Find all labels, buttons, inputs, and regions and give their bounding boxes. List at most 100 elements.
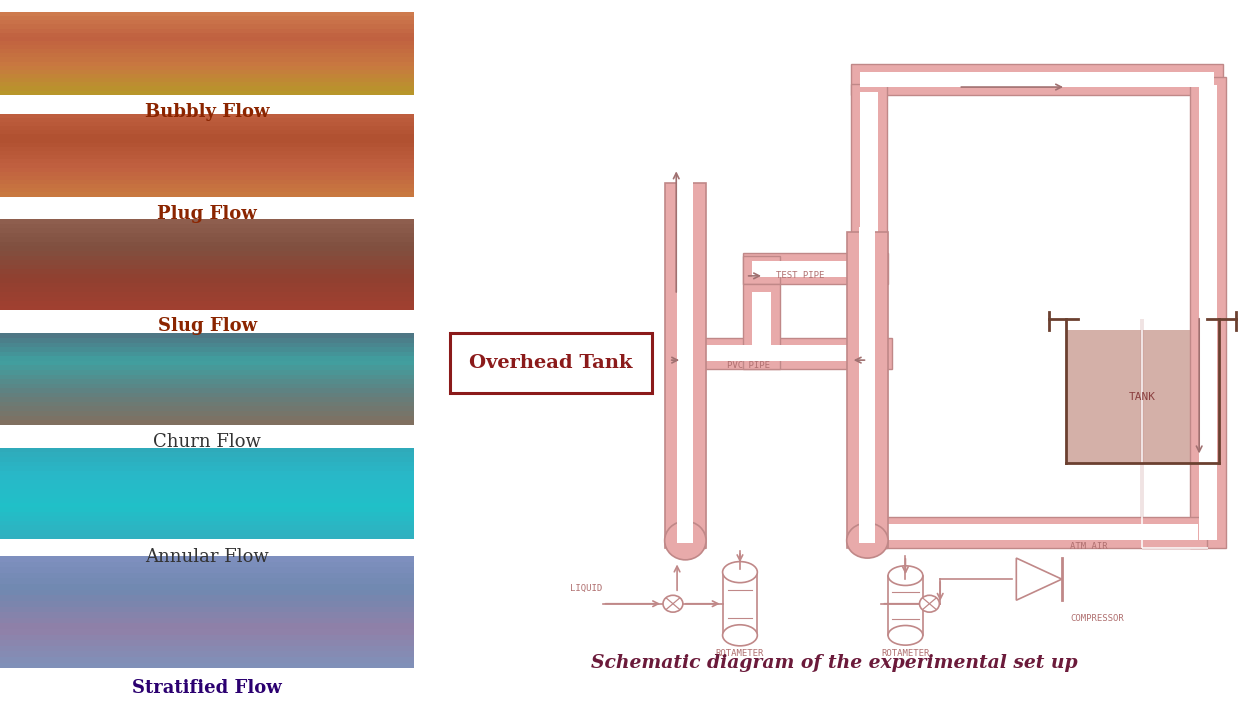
Bar [0, 131, 414, 135]
Ellipse shape [723, 625, 758, 646]
Bar [0, 475, 414, 480]
Bar [0, 20, 414, 25]
Bar [860, 524, 1198, 540]
Bar [678, 178, 694, 543]
Bar [0, 172, 414, 176]
Bar [0, 237, 414, 241]
Bar [0, 143, 414, 147]
Bar [0, 411, 414, 416]
Bar [0, 70, 414, 74]
Bar [0, 584, 414, 590]
Bar [0, 192, 414, 197]
Bar [0, 448, 414, 452]
Bar [0, 462, 414, 466]
Bar [753, 264, 770, 277]
Bar [0, 521, 414, 525]
Ellipse shape [723, 562, 758, 583]
Bar [0, 567, 414, 573]
Bar [0, 219, 414, 223]
Bar [744, 256, 780, 284]
Bar [0, 16, 414, 20]
Bar [0, 12, 414, 16]
Bar [0, 58, 414, 62]
Text: ROTAMETER: ROTAMETER [716, 649, 764, 658]
Bar [0, 393, 414, 397]
Text: TANK: TANK [1128, 392, 1156, 402]
Text: ATM AIR: ATM AIR [1070, 542, 1108, 551]
Circle shape [920, 595, 940, 612]
Bar [0, 379, 414, 383]
Bar [744, 284, 780, 369]
Text: Stratified Flow: Stratified Flow [132, 679, 282, 697]
Bar [1066, 330, 1219, 463]
Ellipse shape [889, 625, 922, 645]
Bar [0, 530, 414, 535]
Bar [0, 503, 414, 507]
Bar [0, 256, 414, 260]
Bar [0, 151, 414, 155]
Bar [0, 91, 414, 95]
Bar [0, 287, 414, 292]
Bar [0, 122, 414, 126]
Bar [1191, 77, 1227, 548]
Bar [0, 260, 414, 265]
Bar [0, 406, 414, 411]
Bar [0, 82, 414, 86]
Bar [0, 629, 414, 635]
Bar [0, 452, 414, 457]
Bar [860, 227, 875, 543]
Bar [0, 232, 414, 237]
Bar [0, 383, 414, 388]
Bar [0, 535, 414, 539]
Bar [753, 292, 770, 361]
Text: Plug Flow: Plug Flow [157, 205, 257, 223]
Bar [678, 362, 696, 540]
Text: COMPRESSOR: COMPRESSOR [1070, 614, 1124, 623]
Bar [0, 343, 414, 347]
Bar [889, 576, 922, 635]
Bar [0, 640, 414, 646]
Bar [0, 663, 414, 668]
Bar [0, 590, 414, 595]
Bar [0, 601, 414, 607]
Text: Bubbly Flow: Bubbly Flow [145, 103, 270, 121]
Bar [0, 578, 414, 584]
Bar [1199, 85, 1217, 540]
Bar [846, 232, 889, 548]
Text: PVC PIPE: PVC PIPE [726, 361, 770, 369]
Bar [0, 347, 414, 352]
Bar [0, 180, 414, 184]
Bar [0, 32, 414, 37]
Bar [0, 489, 414, 494]
Bar [0, 49, 414, 53]
Bar [0, 25, 414, 29]
Bar [0, 37, 414, 41]
Bar [0, 223, 414, 228]
Bar [0, 498, 414, 503]
Bar [753, 261, 879, 277]
Bar [0, 651, 414, 657]
Bar [0, 188, 414, 192]
Bar [669, 338, 892, 369]
Bar [0, 246, 414, 251]
Bar [0, 265, 414, 269]
Bar [0, 375, 414, 379]
Bar [860, 92, 879, 273]
Bar [0, 507, 414, 512]
Bar [0, 618, 414, 623]
Text: Annular Flow: Annular Flow [145, 548, 270, 566]
Bar [0, 251, 414, 256]
Polygon shape [1016, 558, 1062, 600]
Bar [665, 183, 706, 548]
Bar [0, 365, 414, 370]
Bar [0, 228, 414, 232]
Text: Slug Flow: Slug Flow [157, 317, 257, 336]
Bar [0, 292, 414, 296]
Bar [0, 86, 414, 91]
Text: Churn Flow: Churn Flow [154, 433, 261, 451]
Ellipse shape [889, 566, 922, 585]
Text: ROTAMETER: ROTAMETER [881, 649, 930, 658]
Bar [0, 635, 414, 640]
Bar [0, 470, 414, 475]
Bar [0, 420, 414, 425]
